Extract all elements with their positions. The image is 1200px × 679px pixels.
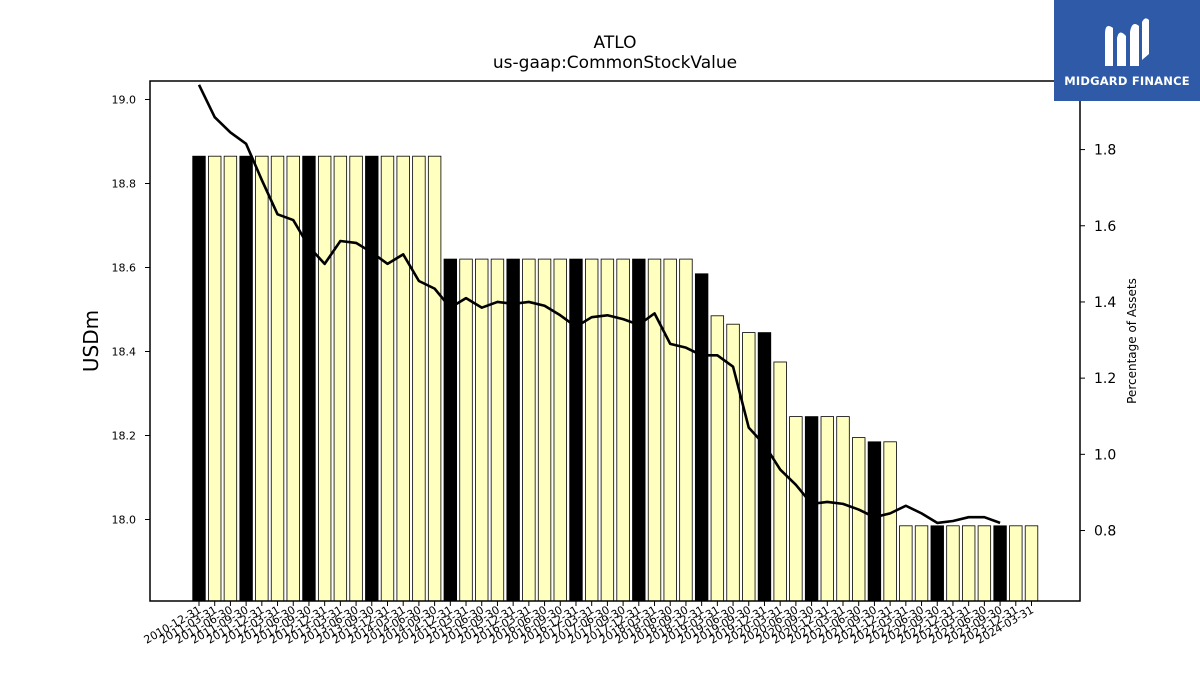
bar bbox=[334, 156, 347, 601]
bar bbox=[790, 417, 803, 601]
bar bbox=[931, 526, 944, 601]
bar bbox=[350, 156, 363, 601]
chart-subtitle: us-gaap:CommonStockValue bbox=[493, 53, 737, 73]
bar bbox=[240, 156, 253, 601]
bar bbox=[585, 259, 598, 601]
y-tick-label: 19.0 bbox=[112, 93, 137, 106]
bar bbox=[381, 156, 394, 601]
y-axis-label: USDm bbox=[79, 310, 103, 372]
bar bbox=[1010, 526, 1023, 601]
bar bbox=[523, 259, 536, 601]
y-tick-label: 18.2 bbox=[112, 430, 137, 443]
bar bbox=[538, 259, 551, 601]
y-tick-label: 18.4 bbox=[112, 346, 137, 359]
bar bbox=[444, 259, 457, 601]
brand-logo: MIDGARD FINANCE bbox=[1054, 0, 1200, 101]
bar bbox=[617, 259, 630, 601]
bar bbox=[1025, 526, 1038, 601]
y2-tick-label: 1.2 bbox=[1094, 371, 1116, 387]
y2-tick-label: 1.8 bbox=[1094, 143, 1116, 159]
bar bbox=[805, 417, 818, 601]
bar bbox=[900, 526, 913, 601]
bar bbox=[884, 442, 897, 601]
bar bbox=[303, 156, 316, 601]
bar bbox=[852, 438, 865, 601]
chart-title: ATLO bbox=[594, 33, 637, 53]
bar bbox=[695, 274, 708, 601]
bar bbox=[648, 259, 661, 601]
y-tick-label: 18.0 bbox=[112, 514, 137, 527]
bar bbox=[366, 156, 379, 601]
bar bbox=[915, 526, 928, 601]
bar bbox=[633, 259, 646, 601]
y2-tick-label: 1.0 bbox=[1094, 447, 1116, 463]
bar bbox=[271, 156, 284, 601]
bar bbox=[193, 156, 206, 601]
y-tick-label: 18.8 bbox=[112, 177, 137, 190]
bar bbox=[758, 333, 771, 601]
bar bbox=[994, 526, 1007, 601]
bars-group bbox=[193, 156, 1038, 601]
bar bbox=[742, 333, 755, 601]
bar bbox=[224, 156, 237, 601]
bar bbox=[554, 259, 567, 601]
bar bbox=[491, 259, 504, 601]
y2-tick-label: 1.6 bbox=[1094, 219, 1116, 235]
bar bbox=[413, 156, 426, 601]
bar bbox=[837, 417, 850, 601]
bar bbox=[570, 259, 583, 601]
bar bbox=[208, 156, 221, 601]
y2-axis-label: Percentage of Assets bbox=[1125, 278, 1139, 404]
bar bbox=[680, 259, 693, 601]
bar bbox=[947, 526, 960, 601]
bar bbox=[507, 259, 520, 601]
bar bbox=[475, 259, 488, 601]
bar bbox=[601, 259, 614, 601]
bar bbox=[664, 259, 677, 601]
y-tick-label: 18.6 bbox=[112, 261, 137, 274]
bar bbox=[460, 259, 473, 601]
bar bbox=[318, 156, 331, 601]
bar bbox=[821, 417, 834, 601]
bar bbox=[774, 362, 787, 601]
y2-tick-label: 1.4 bbox=[1094, 295, 1116, 311]
bar bbox=[256, 156, 269, 601]
bar bbox=[397, 156, 410, 601]
y2-tick-label: 0.8 bbox=[1094, 524, 1116, 540]
bar bbox=[868, 442, 881, 601]
bar bbox=[428, 156, 441, 601]
midgard-logo-icon bbox=[1099, 14, 1155, 72]
bar bbox=[962, 526, 975, 601]
bar bbox=[978, 526, 991, 601]
logo-text: MIDGARD FINANCE bbox=[1064, 74, 1190, 88]
bar bbox=[287, 156, 300, 601]
